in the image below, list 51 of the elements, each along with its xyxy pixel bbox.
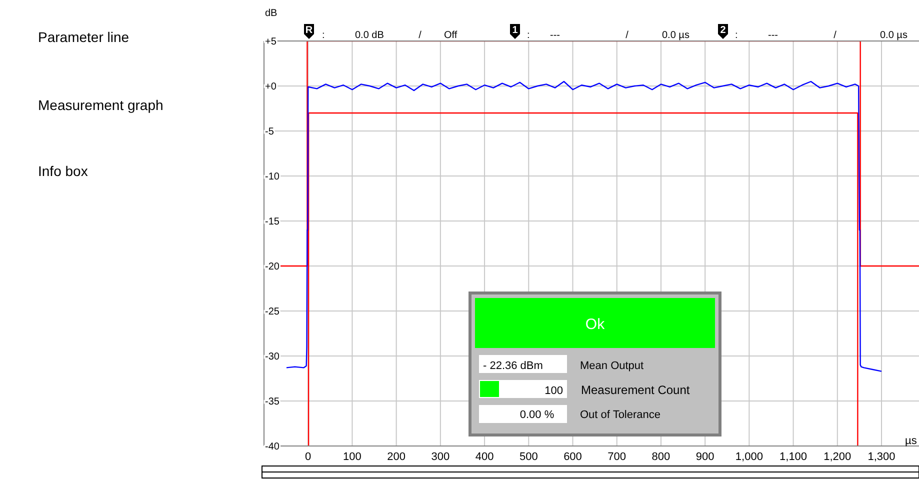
y-tick-label: +0 [265,82,277,92]
x-tick-label: 1,300 [868,451,896,463]
y-tick-label: +5 [265,36,277,48]
annotation: - 22.36 dBm [483,360,543,372]
annotation: --- [768,30,778,41]
annotation: : [322,30,325,41]
y-tick-label: -5 [265,126,274,138]
annotation: 0.0 µs [662,30,690,41]
annotation: 0.00 % [520,409,554,421]
annotation: Off [444,30,458,41]
text: Parameter line [38,29,130,45]
y-tick-label: -30 [265,352,280,362]
y-tick-label: -25 [265,306,280,318]
annotation: Out of Tolerance [580,409,661,421]
x-tick-label: 300 [431,451,450,463]
x-tick-label: 0 [305,451,312,463]
y-tick-label: -35 [265,396,280,408]
annotation: : [527,30,530,41]
x-tick-label: 200 [387,451,406,463]
text: Measurement graph [38,97,164,113]
y-tick-label: -15 [265,216,280,228]
y-tick-label: -40 [265,442,280,452]
annotation: : [735,30,738,41]
x-axis-title: µs [905,435,918,447]
line-series [286,80,882,372]
annotation: 0.0 dB [355,30,384,41]
annotation: / [418,30,422,41]
x-tick-label: 1,200 [824,451,852,463]
annotation: --- [550,30,560,41]
x-tick-label: 800 [652,451,670,463]
annotation: Ok [585,316,606,333]
x-tick-label: 700 [608,451,626,463]
x-tick-label: 900 [696,451,714,463]
annotation: Mean Output [580,360,644,372]
x-tick-label: 1,100 [780,451,808,463]
x-tick-label: 1,000 [735,451,763,463]
x-tick-label: 100 [343,451,362,463]
annotation: / [834,30,837,41]
x-tick-label: 500 [519,451,538,463]
y-axis-title: dB [265,8,278,19]
text: R [305,25,314,36]
y-tick-label: -10 [265,172,280,182]
x-tick-label: 400 [475,451,494,463]
annotation: / [626,30,629,41]
x-tick-label: 600 [564,451,582,463]
text: Info box [38,163,88,179]
text: 2 [720,25,726,36]
annotation: 100 [544,385,563,397]
annotation: 0.0 µs [880,30,908,41]
annotation: Measurement Count [581,383,690,397]
text: 1 [512,25,518,36]
